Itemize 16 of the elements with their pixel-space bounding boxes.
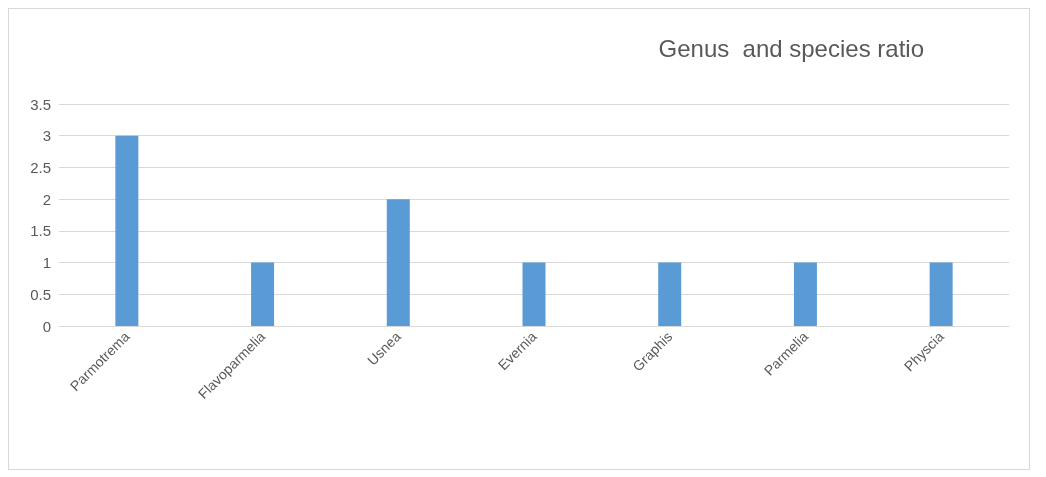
bar <box>251 262 275 326</box>
bar <box>658 262 682 326</box>
bar <box>522 262 546 326</box>
y-tick-label: 0 <box>42 317 51 335</box>
y-tick-label: 1 <box>42 254 51 272</box>
y-tick-label: 3 <box>42 127 51 145</box>
chart-title: Genus and species ratio <box>658 34 925 62</box>
bar <box>793 262 817 326</box>
y-tick-label: 2 <box>42 190 51 208</box>
y-tick-label: 3.5 <box>30 95 51 113</box>
y-tick-label: 0.5 <box>30 285 51 303</box>
y-tick-label: 2.5 <box>30 158 51 176</box>
bar <box>386 199 410 326</box>
bar <box>115 135 139 326</box>
bar <box>929 262 953 326</box>
y-tick-label: 1.5 <box>30 222 51 240</box>
